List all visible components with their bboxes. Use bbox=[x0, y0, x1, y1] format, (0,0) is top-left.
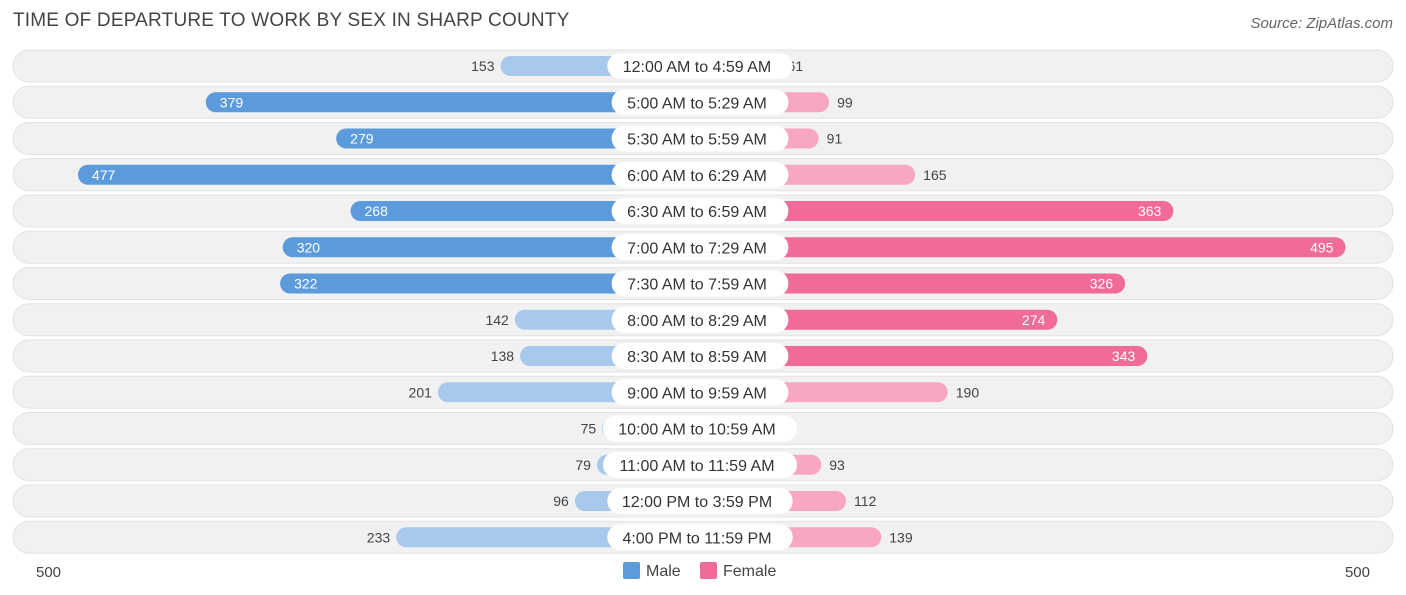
male-bar bbox=[280, 273, 700, 294]
category-label: 10:00 AM to 10:59 AM bbox=[618, 422, 775, 439]
axis-right-label: 500 bbox=[1345, 564, 1370, 581]
category-label-pill bbox=[607, 488, 793, 514]
chart-row: 138 343 8:30 AM to 8:59 AM bbox=[12, 339, 1394, 373]
category-label-pill bbox=[611, 270, 789, 297]
chart-row: 201 190 9:00 AM to 9:59 AM bbox=[12, 375, 1394, 409]
category-label: 7:30 AM to 7:59 AM bbox=[627, 277, 767, 294]
female-value-label: 190 bbox=[956, 384, 980, 400]
category-label-pill bbox=[611, 234, 789, 261]
female-value-label: 343 bbox=[1112, 348, 1136, 364]
female-value-label: 274 bbox=[1022, 312, 1046, 328]
male-value-label: 233 bbox=[367, 529, 391, 545]
male-value-label: 142 bbox=[485, 312, 509, 328]
female-value-label: 91 bbox=[827, 131, 843, 147]
female-value-label: 99 bbox=[837, 94, 853, 110]
chart-row: 320 495 7:00 AM to 7:29 AM bbox=[12, 230, 1394, 264]
category-label-pill bbox=[611, 379, 789, 406]
female-bar bbox=[700, 201, 1174, 221]
chart-row: 142 274 8:00 AM to 8:29 AM bbox=[12, 303, 1394, 337]
chart-row: 268 363 6:30 AM to 6:59 AM bbox=[12, 194, 1394, 228]
female-value-label: 93 bbox=[829, 457, 845, 473]
category-label: 5:30 AM to 5:59 AM bbox=[627, 132, 767, 149]
male-bar bbox=[282, 237, 700, 258]
legend: Male Female bbox=[623, 562, 776, 580]
chart-row: 322 326 7:30 AM to 7:59 AM bbox=[12, 267, 1394, 300]
chart-row: 753210:00 AM to 10:59 AM bbox=[12, 412, 1394, 445]
category-label: 5:00 AM to 5:29 AM bbox=[627, 95, 767, 112]
male-value-label: 379 bbox=[220, 94, 244, 110]
female-value-label: 363 bbox=[1138, 203, 1162, 219]
category-label: 11:00 AM to 11:59 AM bbox=[619, 458, 774, 475]
category-label: 8:30 AM to 8:59 AM bbox=[627, 349, 767, 366]
chart-row: 233 139 4:00 PM to 11:59 PM bbox=[12, 520, 1394, 554]
chart-row: 96 112 12:00 PM to 3:59 PM bbox=[12, 484, 1394, 518]
category-label-pill bbox=[611, 89, 789, 116]
male-value-label: 79 bbox=[575, 457, 591, 473]
male-value-label: 138 bbox=[491, 348, 515, 364]
chart-row: 477 165 6:00 AM to 6:29 AM bbox=[12, 158, 1394, 192]
female-value-label: 326 bbox=[1090, 276, 1114, 292]
category-label: 6:30 AM to 6:59 AM bbox=[627, 204, 767, 221]
category-label-pill bbox=[611, 198, 789, 224]
female-bar bbox=[700, 237, 1346, 258]
category-label: 4:00 PM to 11:59 PM bbox=[622, 530, 771, 547]
female-bar bbox=[700, 309, 1058, 330]
category-label: 8:00 AM to 8:29 AM bbox=[627, 313, 767, 330]
category-label: 6:00 AM to 6:29 AM bbox=[627, 168, 767, 185]
legend-male-label: Male bbox=[646, 563, 681, 580]
male-bar bbox=[336, 128, 700, 149]
male-value-label: 153 bbox=[471, 58, 495, 74]
female-value-label: 139 bbox=[889, 529, 913, 545]
male-value-label: 322 bbox=[294, 276, 318, 292]
category-label-pill bbox=[611, 343, 789, 369]
male-value-label: 96 bbox=[553, 493, 569, 509]
category-label: 12:00 PM to 3:59 PM bbox=[622, 494, 772, 511]
category-label-pill bbox=[611, 306, 789, 333]
female-value-label: 112 bbox=[854, 493, 877, 509]
category-label-pill bbox=[607, 53, 793, 79]
female-bar bbox=[700, 273, 1126, 294]
category-label-pill bbox=[611, 125, 789, 152]
category-label-pill bbox=[611, 161, 789, 188]
chart-row: 379 99 5:00 AM to 5:29 AM bbox=[12, 85, 1394, 119]
male-value-label: 268 bbox=[365, 203, 389, 219]
female-value-label: 495 bbox=[1310, 239, 1334, 255]
female-bar bbox=[700, 346, 1148, 366]
male-value-label: 477 bbox=[92, 167, 116, 183]
male-bar bbox=[205, 92, 700, 113]
male-value-label: 201 bbox=[409, 384, 433, 400]
chart-row: 279 91 5:30 AM to 5:59 AM bbox=[12, 122, 1394, 155]
category-label-pill bbox=[603, 451, 797, 478]
male-value-label: 75 bbox=[581, 421, 597, 437]
chart-title: TIME OF DEPARTURE TO WORK BY SEX IN SHAR… bbox=[13, 10, 570, 31]
legend-male-swatch bbox=[623, 562, 640, 579]
legend-female-swatch bbox=[700, 562, 717, 579]
male-bar bbox=[77, 164, 700, 185]
category-label: 9:00 AM to 9:59 AM bbox=[627, 385, 767, 402]
category-label: 7:00 AM to 7:29 AM bbox=[627, 240, 767, 257]
source-attribution: Source: ZipAtlas.com bbox=[1250, 15, 1393, 32]
chart-row: 79 93 11:00 AM to 11:59 AM bbox=[12, 448, 1394, 482]
axis-left-label: 500 bbox=[36, 564, 61, 581]
category-label-pill bbox=[603, 415, 797, 442]
male-value-label: 320 bbox=[297, 239, 321, 255]
legend-female-label: Female bbox=[723, 563, 776, 580]
male-value-label: 279 bbox=[350, 131, 374, 147]
category-label: 12:00 AM to 4:59 AM bbox=[623, 59, 772, 76]
female-value-label: 165 bbox=[923, 167, 947, 183]
category-label-pill bbox=[607, 524, 793, 551]
